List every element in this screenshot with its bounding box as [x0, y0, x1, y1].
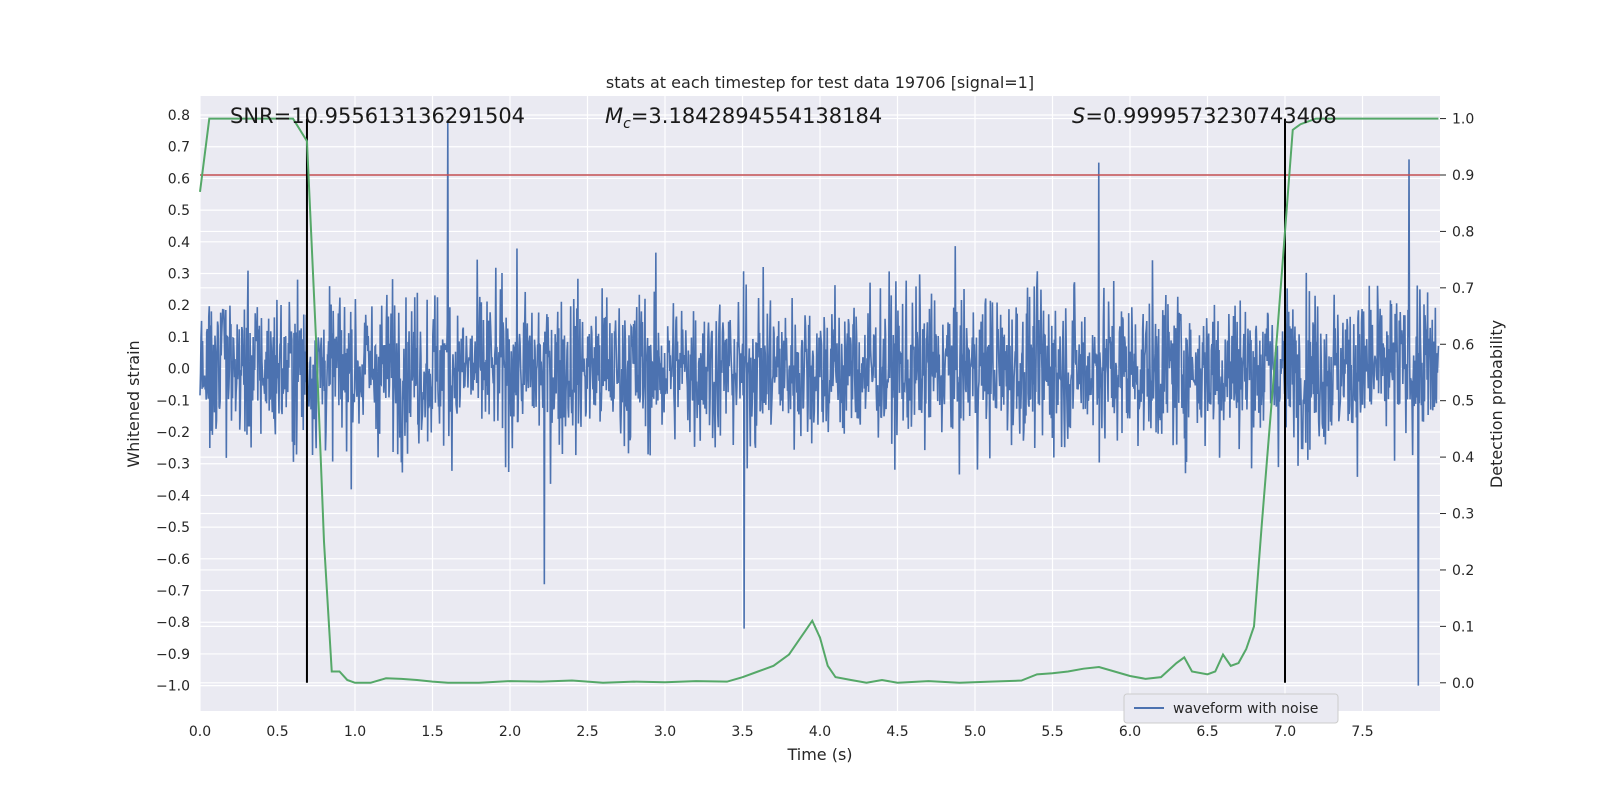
right-y-tick-label: 0.8: [1452, 224, 1474, 240]
left-y-tick-label: −0.8: [156, 615, 190, 631]
right-y-tick-labels: 1.0 0.9 0.8 0.7 0.6 0.5 0.4 0.3 0.2 0.1 0.0: [1440, 112, 1474, 692]
chart-title: stats at each timestep for test data 197…: [606, 73, 1034, 92]
x-tick-labels: 0.0 0.5 1.0 1.5 2.0 2.5 3.0 3.5 4.0 4.5 5.0 5.5 6.0 6…: [189, 724, 1374, 740]
left-y-tick-label: 0.3: [168, 267, 190, 283]
right-y-tick-label: 0.2: [1452, 563, 1474, 579]
left-y-axis-label: Whitened strain: [124, 340, 143, 467]
x-tick-label: 7.5: [1351, 724, 1373, 740]
left-y-tick-label: 0.1: [168, 330, 190, 346]
left-y-tick-label: 0.6: [168, 171, 190, 187]
right-y-tick-label: 0.9: [1452, 168, 1474, 184]
right-y-tick-label: 0.0: [1452, 676, 1474, 692]
left-y-tick-labels: 0.8 0.7 0.6 0.5 0.4 0.3 0.2 0.1 0.0 −0.1 −0.2 −0.3 −…: [156, 108, 190, 695]
s-symbol: S: [1072, 104, 1085, 128]
left-y-tick-label: 0.7: [168, 140, 190, 156]
x-tick-label: 7.0: [1274, 724, 1296, 740]
right-y-tick-label: 0.6: [1452, 337, 1474, 353]
right-y-tick-label: 0.5: [1452, 394, 1474, 410]
chirp-mass-symbol: M: [605, 104, 623, 128]
x-axis-label: Time (s): [786, 745, 852, 764]
left-y-tick-label: −0.5: [156, 520, 190, 536]
x-tick-label: 0.5: [266, 724, 288, 740]
s-value: =0.9999573230743408: [1085, 104, 1336, 128]
left-y-tick-label: −0.2: [156, 425, 190, 441]
x-tick-label: 2.5: [576, 724, 598, 740]
right-y-tick-label: 0.4: [1452, 450, 1474, 466]
left-y-tick-label: 0.4: [168, 235, 190, 251]
left-y-tick-label: −1.0: [156, 679, 190, 695]
snr-annotation: SNR=10.955613136291504: [230, 104, 525, 128]
x-tick-label: 4.5: [886, 724, 908, 740]
left-y-tick-label: 0.8: [168, 108, 190, 124]
right-y-tick-label: 1.0: [1452, 112, 1474, 128]
left-y-tick-label: −0.9: [156, 647, 190, 663]
left-y-tick-label: 0.5: [168, 203, 190, 219]
x-tick-label: 5.5: [1041, 724, 1063, 740]
chirp-mass-annotation: Mc=3.1842894554138184: [605, 104, 882, 132]
right-y-tick-label: 0.3: [1452, 507, 1474, 523]
x-tick-label: 5.0: [964, 724, 986, 740]
legend-label: waveform with noise: [1173, 701, 1318, 717]
s-annotation: S=0.9999573230743408: [1072, 104, 1337, 128]
left-y-tick-label: −0.6: [156, 552, 190, 568]
right-y-axis-label: Detection probability: [1487, 320, 1506, 488]
x-tick-label: 6.0: [1119, 724, 1141, 740]
right-y-tick-label: 0.1: [1452, 619, 1474, 635]
waveform-with-noise-series: [199, 121, 1440, 686]
event-vertical-lines: [305, 118, 1286, 683]
left-y-tick-label: −0.7: [156, 584, 190, 600]
x-tick-label: 1.5: [421, 724, 443, 740]
left-y-tick-label: 0.2: [168, 298, 190, 314]
x-tick-label: 2.0: [499, 724, 521, 740]
x-tick-label: 0.0: [189, 724, 211, 740]
legend-box: [1123, 693, 1339, 724]
left-y-tick-label: −0.3: [156, 457, 190, 473]
left-y-tick-label: −0.1: [156, 393, 190, 409]
left-y-tick-label: −0.4: [156, 488, 190, 504]
detection-probability-line: [199, 117, 1439, 684]
x-tick-label: 4.0: [809, 724, 831, 740]
right-y-tick-label: 0.7: [1452, 281, 1474, 297]
chirp-mass-subscript: c: [623, 116, 631, 132]
legend: waveform with noise: [1123, 693, 1339, 724]
x-tick-label: 3.5: [731, 724, 753, 740]
x-tick-label: 3.0: [654, 724, 676, 740]
x-tick-label: 6.5: [1196, 724, 1218, 740]
chirp-mass-value: =3.1842894554138184: [631, 104, 882, 128]
waveform-path: [199, 121, 1440, 686]
left-y-tick-label: 0.0: [168, 362, 190, 378]
x-tick-label: 1.0: [344, 724, 366, 740]
